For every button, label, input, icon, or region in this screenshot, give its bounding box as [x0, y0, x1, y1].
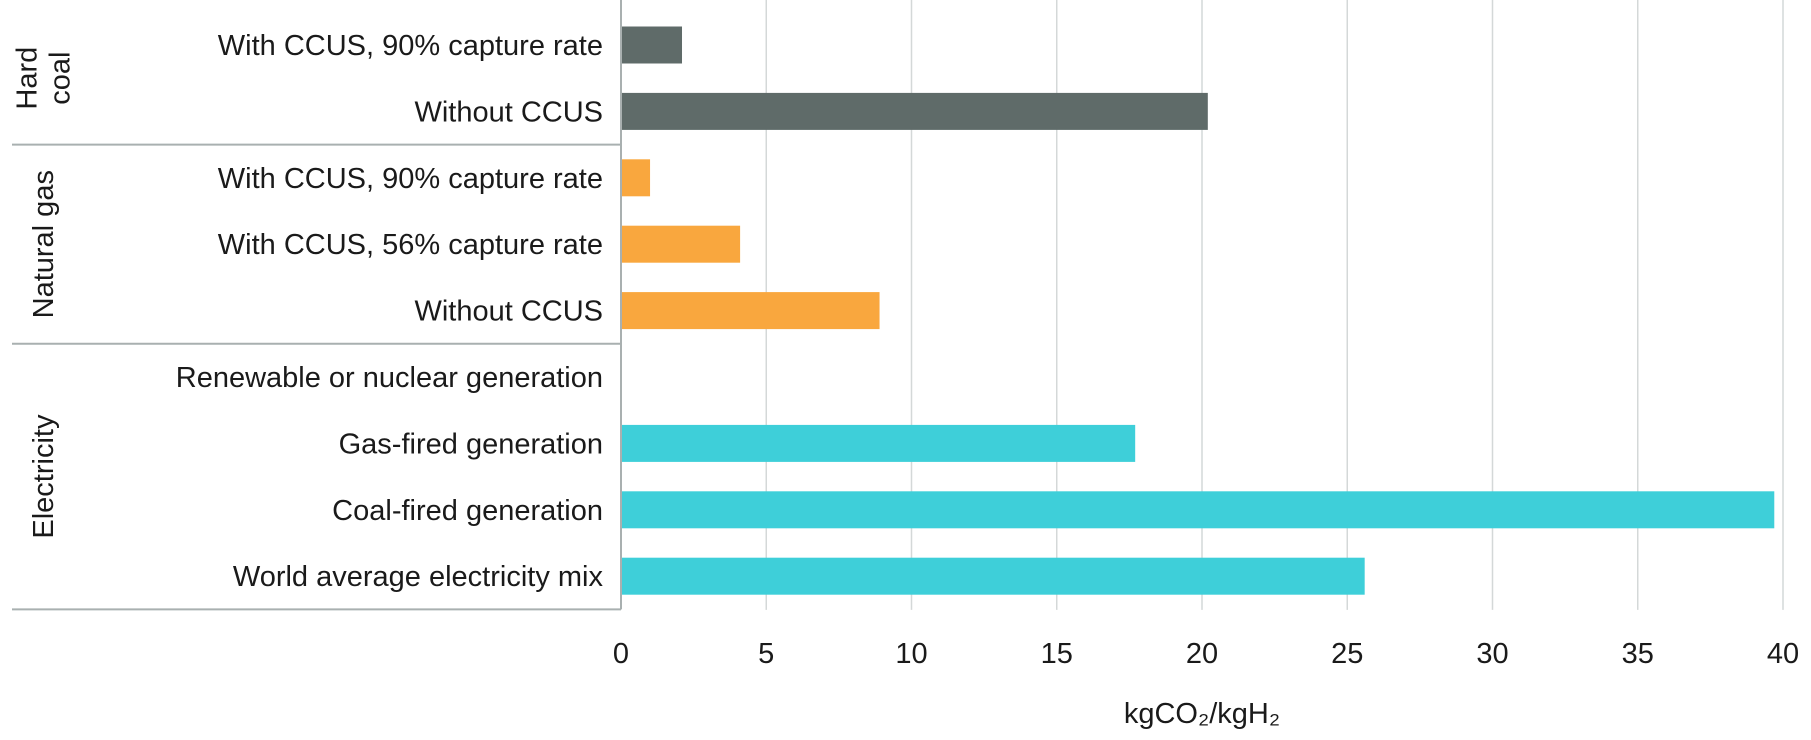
group-label: Natural gas	[28, 170, 60, 318]
category-label: World average electricity mix	[233, 561, 604, 593]
bar	[621, 557, 1365, 595]
x-tick-label: 20	[1186, 638, 1218, 670]
x-tick-label: 40	[1767, 638, 1799, 670]
x-tick-label: 0	[613, 638, 629, 670]
bar	[621, 159, 651, 197]
group-label-line: coal	[45, 52, 77, 105]
x-axis-ticks: 0 5 10 15 20 25 30 35 40	[613, 638, 1799, 670]
group-label-line: Natural gas	[28, 170, 60, 318]
x-axis-title: kgCO₂/kgH₂	[1124, 698, 1280, 730]
x-tick-label: 15	[1041, 638, 1073, 670]
x-tick-label: 5	[758, 638, 774, 670]
category-label: Gas-fired generation	[339, 428, 603, 460]
x-tick-label: 25	[1331, 638, 1363, 670]
group-label-line: Hard	[12, 47, 44, 110]
x-tick-label: 10	[895, 638, 927, 670]
group-label: Electricity	[28, 414, 60, 539]
bar	[621, 92, 1208, 130]
bar	[621, 225, 741, 263]
category-label: Coal-fired generation	[332, 495, 603, 527]
category-label: Renewable or nuclear generation	[176, 362, 603, 394]
category-label: With CCUS, 90% capture rate	[218, 163, 603, 195]
bars	[621, 26, 1775, 595]
category-label: Without CCUS	[414, 296, 603, 328]
x-tick-label: 35	[1622, 638, 1654, 670]
bar	[621, 26, 683, 64]
category-label: With CCUS, 90% capture rate	[218, 30, 603, 62]
group-label-line: Electricity	[28, 414, 60, 539]
category-label: With CCUS, 56% capture rate	[218, 229, 603, 261]
bar	[621, 292, 880, 330]
category-label: Without CCUS	[414, 96, 603, 128]
bar	[621, 424, 1136, 462]
group-label: Hardcoal	[12, 47, 77, 110]
x-tick-label: 30	[1476, 638, 1508, 670]
bar	[621, 491, 1775, 529]
category-label-panel: Hardcoal Natural gas Electricity With CCUS,…	[12, 0, 622, 611]
